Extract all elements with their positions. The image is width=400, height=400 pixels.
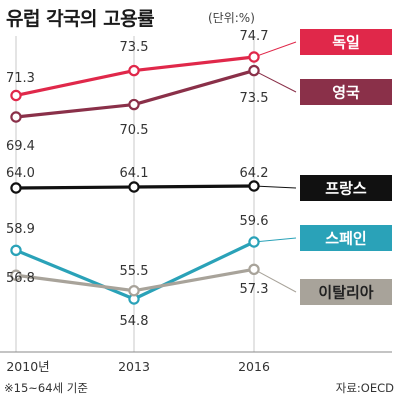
- leader-line: [253, 237, 297, 243]
- data-label: 64.1: [120, 166, 149, 181]
- data-label: 69.4: [6, 139, 35, 154]
- data-label: 71.3: [6, 71, 35, 86]
- data-label: 59.6: [240, 214, 269, 229]
- data-point: [248, 51, 260, 63]
- legend-badge: [300, 279, 392, 305]
- legend-badge: [300, 225, 392, 251]
- data-label: 56.8: [6, 271, 35, 286]
- legend-badge: [300, 79, 392, 105]
- data-point: [128, 64, 140, 77]
- legend-label: 영국: [332, 84, 360, 102]
- chart-title: 유럽 각국의 고용률: [6, 8, 155, 30]
- legend-label: 이탈리아: [318, 284, 373, 302]
- x-tick-label: 2016: [238, 359, 270, 374]
- data-point: [128, 284, 140, 297]
- data-point: [10, 269, 22, 281]
- data-label: 58.9: [6, 222, 35, 237]
- x-tick-label: 2010년: [6, 359, 49, 374]
- data-label: 57.3: [240, 282, 269, 297]
- series-line: [15, 55, 255, 98]
- legend-label: 프랑스: [325, 180, 367, 198]
- data-point: [248, 64, 260, 77]
- source-note: 자료:OECD: [335, 381, 394, 395]
- data-point: [10, 89, 22, 102]
- data-label: 64.0: [6, 166, 35, 181]
- data-label: 73.5: [120, 40, 149, 55]
- leader-line: [253, 41, 297, 58]
- data-point: [10, 244, 22, 257]
- data-point: [128, 98, 140, 111]
- data-point: [248, 263, 260, 276]
- leader-line: [253, 185, 297, 189]
- footnote: ※15~64세 기준: [4, 381, 88, 395]
- leader-line: [253, 70, 297, 93]
- data-label: 73.5: [240, 91, 269, 106]
- data-point: [10, 111, 22, 123]
- data-point: [128, 181, 140, 193]
- data-point: [10, 182, 22, 194]
- data-label: 55.5: [120, 264, 149, 279]
- data-label: 70.5: [120, 123, 149, 138]
- data-point: [248, 180, 260, 192]
- data-label: 64.2: [240, 166, 269, 181]
- data-label: 54.8: [120, 314, 149, 329]
- legend-badge: [300, 29, 392, 55]
- legend-label: 스페인: [325, 230, 366, 248]
- legend-label: 독일: [332, 34, 360, 52]
- legend-badge: [300, 175, 392, 201]
- leader-line: [253, 268, 297, 293]
- data-label: 74.7: [240, 29, 269, 44]
- x-tick-label: 2013: [118, 359, 150, 374]
- unit-label: (단위:%): [208, 11, 255, 25]
- data-point: [248, 236, 260, 248]
